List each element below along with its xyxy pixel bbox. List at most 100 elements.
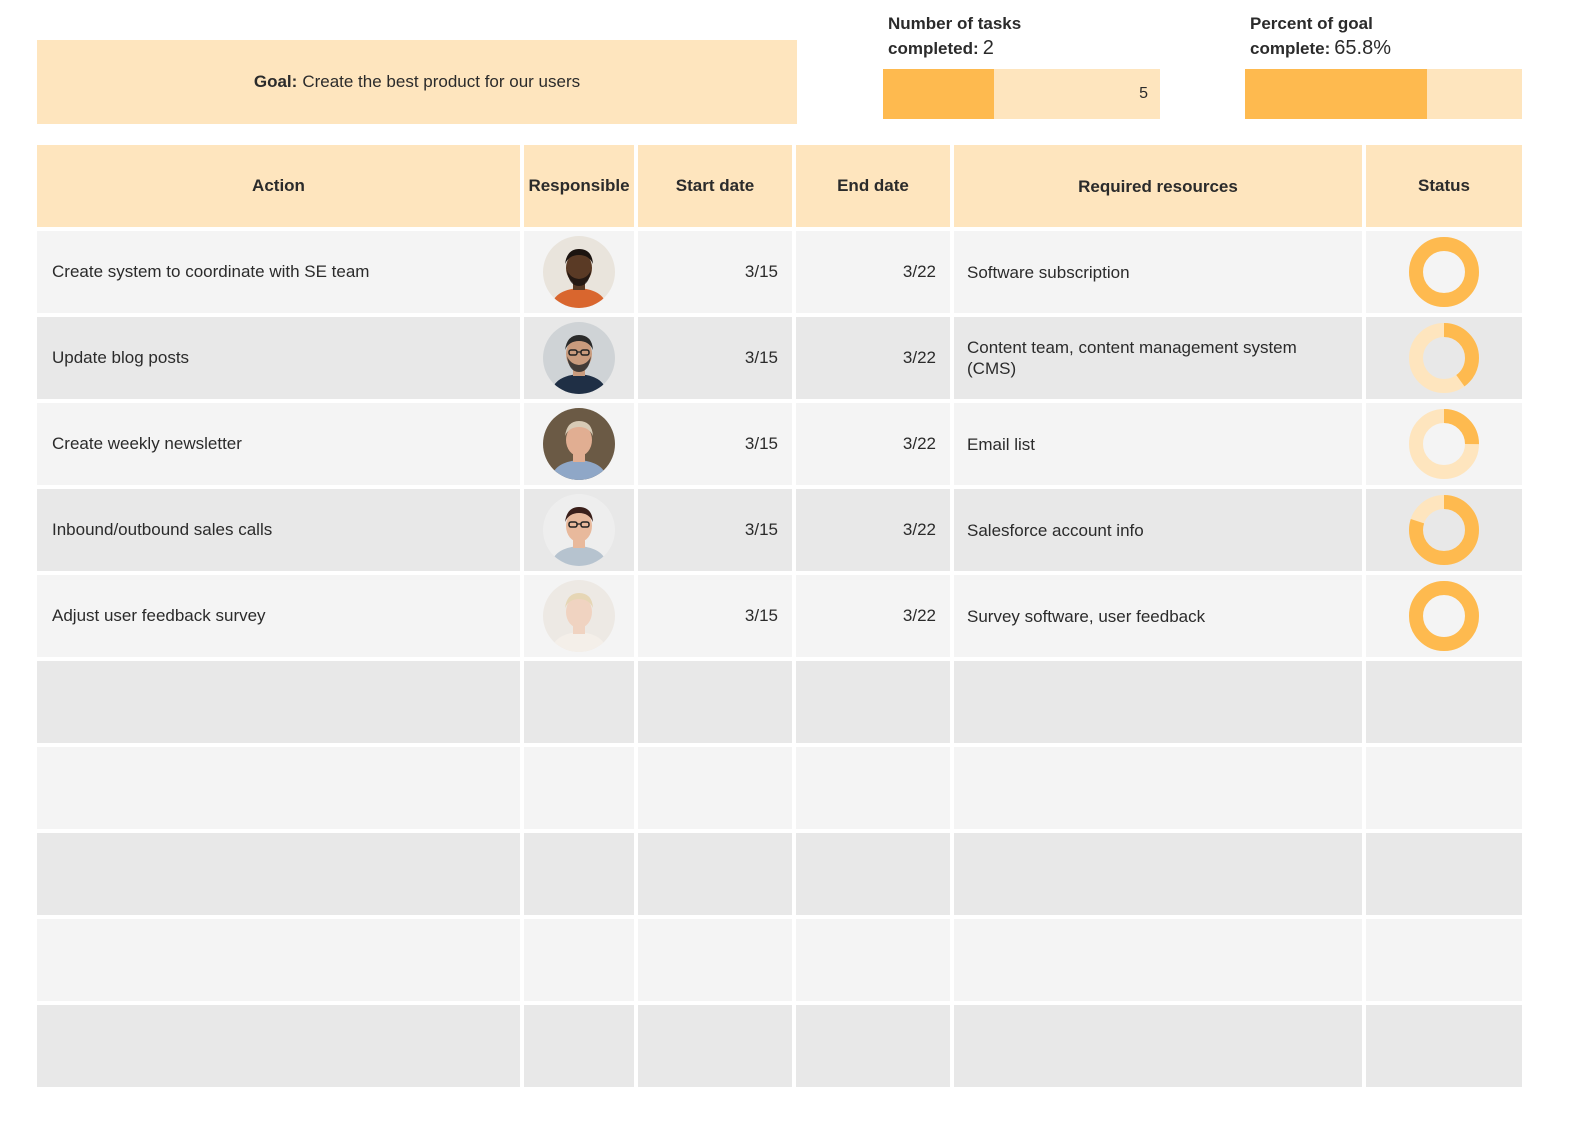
avatar bbox=[543, 236, 615, 308]
empty-cell[interactable] bbox=[796, 919, 950, 1001]
empty-cell[interactable] bbox=[1366, 919, 1522, 1001]
empty-cell[interactable] bbox=[796, 1005, 950, 1087]
end-date-cell[interactable]: 3/22 bbox=[796, 489, 950, 571]
percent-progress-bar bbox=[1245, 69, 1522, 119]
start-date-cell[interactable]: 3/15 bbox=[638, 489, 792, 571]
avatar bbox=[543, 408, 615, 480]
empty-cell[interactable] bbox=[524, 919, 634, 1001]
goal-label: Goal: bbox=[253, 72, 298, 91]
empty-cell[interactable] bbox=[524, 747, 634, 829]
table-row: Create system to coordinate with SE team… bbox=[37, 231, 1522, 313]
status-donut bbox=[1407, 579, 1481, 653]
table-row: Adjust user feedback survey 3/15 3/22 Surve… bbox=[37, 575, 1522, 657]
percent-progress-fill bbox=[1245, 69, 1428, 119]
avatar bbox=[543, 580, 615, 652]
empty-cell[interactable] bbox=[638, 747, 792, 829]
empty-cell[interactable] bbox=[638, 661, 792, 743]
status-cell[interactable] bbox=[1366, 489, 1522, 571]
status-cell[interactable] bbox=[1366, 403, 1522, 485]
resources-cell[interactable]: Email list bbox=[954, 403, 1362, 485]
responsible-cell[interactable] bbox=[524, 231, 634, 313]
resources-cell[interactable]: Salesforce account info bbox=[954, 489, 1362, 571]
start-date-cell[interactable]: 3/15 bbox=[638, 231, 792, 313]
end-date-cell[interactable]: 3/22 bbox=[796, 317, 950, 399]
tasks-completed-metric: Number of tasks completed: 2 bbox=[888, 11, 1021, 61]
goal-text: Create the best product for our users bbox=[302, 72, 581, 91]
percent-goal-label-line1: Percent of goal bbox=[1250, 14, 1373, 33]
tasks-progress-bar: 5 bbox=[883, 69, 1160, 119]
start-date-cell[interactable]: 3/15 bbox=[638, 575, 792, 657]
tasks-progress-fill bbox=[883, 69, 994, 119]
table-row-empty bbox=[37, 747, 1522, 829]
start-date-cell[interactable]: 3/15 bbox=[638, 317, 792, 399]
action-cell[interactable]: Update blog posts bbox=[37, 317, 520, 399]
action-plan-table: Action Responsible Start date End date R… bbox=[37, 145, 1522, 1091]
table-row: Inbound/outbound sales calls 3/15 3/22 Sale… bbox=[37, 489, 1522, 571]
empty-cell[interactable] bbox=[796, 747, 950, 829]
avatar bbox=[543, 494, 615, 566]
status-donut bbox=[1407, 235, 1481, 309]
header-responsible: Responsible bbox=[524, 145, 634, 227]
table-header-row: Action Responsible Start date End date R… bbox=[37, 145, 1522, 227]
empty-cell[interactable] bbox=[37, 919, 520, 1001]
empty-cell[interactable] bbox=[796, 833, 950, 915]
empty-cell[interactable] bbox=[1366, 1005, 1522, 1087]
header-action: Action bbox=[37, 145, 520, 227]
end-date-cell[interactable]: 3/22 bbox=[796, 231, 950, 313]
resources-cell[interactable]: Content team, content management system … bbox=[954, 317, 1362, 399]
resources-cell[interactable]: Software subscription bbox=[954, 231, 1362, 313]
status-cell[interactable] bbox=[1366, 575, 1522, 657]
empty-cell[interactable] bbox=[954, 1005, 1362, 1087]
table-row: Create weekly newsletter 3/15 3/22 Email li… bbox=[37, 403, 1522, 485]
responsible-cell[interactable] bbox=[524, 489, 634, 571]
action-cell[interactable]: Create system to coordinate with SE team bbox=[37, 231, 520, 313]
status-donut bbox=[1407, 321, 1481, 395]
empty-cell[interactable] bbox=[1366, 747, 1522, 829]
status-donut bbox=[1407, 493, 1481, 567]
responsible-cell[interactable] bbox=[524, 403, 634, 485]
action-cell[interactable]: Create weekly newsletter bbox=[37, 403, 520, 485]
goal-banner: Goal: Create the best product for our us… bbox=[37, 40, 797, 124]
table-row-empty bbox=[37, 1005, 1522, 1087]
empty-cell[interactable] bbox=[37, 661, 520, 743]
tasks-completed-label-line1: Number of tasks bbox=[888, 14, 1022, 33]
empty-cell[interactable] bbox=[524, 661, 634, 743]
empty-cell[interactable] bbox=[1366, 661, 1522, 743]
responsible-cell[interactable] bbox=[524, 317, 634, 399]
empty-cell[interactable] bbox=[37, 1005, 520, 1087]
end-date-cell[interactable]: 3/22 bbox=[796, 575, 950, 657]
percent-goal-metric: Percent of goal complete: 65.8% bbox=[1250, 11, 1391, 61]
table-row-empty bbox=[37, 833, 1522, 915]
empty-cell[interactable] bbox=[954, 747, 1362, 829]
table-row-empty bbox=[37, 919, 1522, 1001]
empty-cell[interactable] bbox=[638, 833, 792, 915]
start-date-cell[interactable]: 3/15 bbox=[638, 403, 792, 485]
tasks-total-value: 5 bbox=[1139, 85, 1148, 102]
empty-cell[interactable] bbox=[37, 747, 520, 829]
empty-cell[interactable] bbox=[638, 919, 792, 1001]
percent-goal-label-line2: complete: bbox=[1250, 39, 1331, 58]
empty-cell[interactable] bbox=[638, 1005, 792, 1087]
empty-cell[interactable] bbox=[1366, 833, 1522, 915]
empty-cell[interactable] bbox=[524, 1005, 634, 1087]
empty-cell[interactable] bbox=[954, 833, 1362, 915]
tasks-completed-value: 2 bbox=[982, 37, 994, 59]
empty-cell[interactable] bbox=[954, 661, 1362, 743]
header-end-date: End date bbox=[796, 145, 950, 227]
action-cell[interactable]: Adjust user feedback survey bbox=[37, 575, 520, 657]
status-cell[interactable] bbox=[1366, 317, 1522, 399]
empty-cell[interactable] bbox=[524, 833, 634, 915]
tasks-completed-label-line2: completed: bbox=[888, 39, 979, 58]
end-date-cell[interactable]: 3/22 bbox=[796, 403, 950, 485]
percent-goal-value: 65.8% bbox=[1334, 37, 1392, 59]
resources-cell[interactable]: Survey software, user feedback bbox=[954, 575, 1362, 657]
header-status: Status bbox=[1366, 145, 1522, 227]
header-start-date: Start date bbox=[638, 145, 792, 227]
status-donut bbox=[1407, 407, 1481, 481]
empty-cell[interactable] bbox=[796, 661, 950, 743]
empty-cell[interactable] bbox=[954, 919, 1362, 1001]
empty-cell[interactable] bbox=[37, 833, 520, 915]
status-cell[interactable] bbox=[1366, 231, 1522, 313]
action-cell[interactable]: Inbound/outbound sales calls bbox=[37, 489, 520, 571]
responsible-cell[interactable] bbox=[524, 575, 634, 657]
